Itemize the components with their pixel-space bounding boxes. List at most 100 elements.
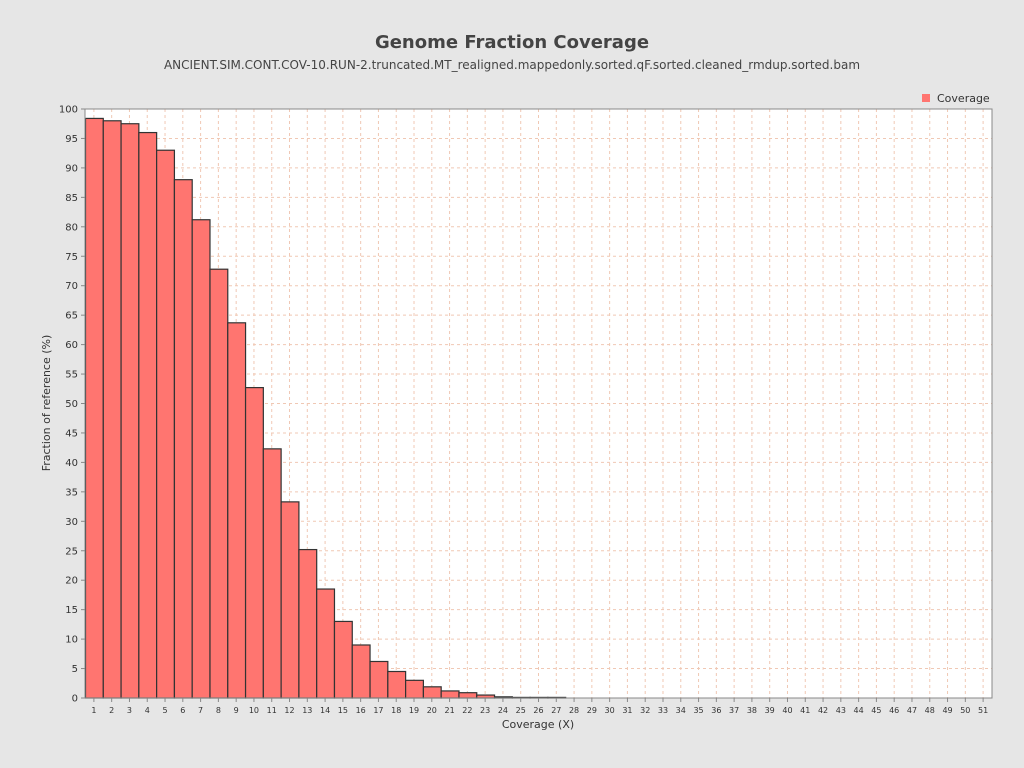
legend: Coverage <box>922 92 990 105</box>
x-tick-label: 19 <box>409 706 419 715</box>
y-tick-label: 80 <box>65 222 78 233</box>
x-tick-label: 4 <box>145 706 150 715</box>
y-tick-label: 75 <box>65 252 78 263</box>
y-tick-label: 45 <box>65 428 78 439</box>
y-tick-label: 0 <box>72 694 78 705</box>
y-tick-label: 50 <box>65 399 78 410</box>
x-tick-label: 42 <box>818 706 828 715</box>
x-tick-label: 47 <box>907 706 917 715</box>
x-tick-label: 34 <box>676 706 686 715</box>
y-tick-label: 5 <box>72 664 78 675</box>
bar-coverage-1 <box>84 117 104 699</box>
x-tick-label: 3 <box>127 706 132 715</box>
x-tick-label: 2 <box>109 706 114 715</box>
bar-coverage-4 <box>138 131 158 699</box>
bar-coverage-22 <box>458 692 478 699</box>
bar-coverage-2 <box>102 120 122 699</box>
x-tick-label: 15 <box>338 706 348 715</box>
bar-coverage-13 <box>298 548 318 699</box>
y-tick-label: 85 <box>65 193 78 204</box>
x-tick-label: 26 <box>533 706 543 715</box>
x-tick-label: 22 <box>462 706 472 715</box>
x-tick-label: 44 <box>854 706 864 715</box>
x-tick-label: 43 <box>836 706 846 715</box>
y-tick-label: 65 <box>65 311 78 322</box>
x-tick-label: 13 <box>302 706 312 715</box>
x-tick-label: 40 <box>782 706 792 715</box>
y-tick-label: 55 <box>65 370 78 381</box>
x-tick-label: 45 <box>871 706 881 715</box>
bar-coverage-3 <box>120 123 140 699</box>
bar-coverage-10 <box>244 386 264 699</box>
x-tick-label: 51 <box>978 706 988 715</box>
x-tick-label: 7 <box>198 706 203 715</box>
x-tick-label: 46 <box>889 706 899 715</box>
legend-label: Coverage <box>937 92 990 105</box>
x-tick-label: 41 <box>800 706 810 715</box>
x-tick-label: 36 <box>711 706 721 715</box>
bar-coverage-21 <box>440 690 460 699</box>
chart-subtitle: ANCIENT.SIM.CONT.COV-10.RUN-2.truncated.… <box>164 58 860 72</box>
bar-coverage-19 <box>405 679 425 699</box>
bar-coverage-15 <box>333 620 353 699</box>
x-tick-label: 21 <box>444 706 454 715</box>
x-tick-label: 17 <box>373 706 383 715</box>
x-axis-ticks: 1 2 3 4 5 6 7 8 9 10 11 12 13 14 15 16 17 18 19 20 21 22 23 24 2… <box>91 698 988 715</box>
bar-coverage-14 <box>316 588 336 699</box>
x-tick-label: 16 <box>356 706 366 715</box>
x-tick-label: 1 <box>91 706 96 715</box>
bar-coverage-7 <box>191 219 211 699</box>
bar-coverage-11 <box>262 448 282 699</box>
x-tick-label: 23 <box>480 706 490 715</box>
bar-coverage-6 <box>173 179 193 699</box>
y-tick-label: 10 <box>65 635 78 646</box>
x-tick-label: 18 <box>391 706 401 715</box>
y-tick-label: 20 <box>65 576 78 587</box>
bar-coverage-18 <box>387 670 407 699</box>
x-axis-label: Coverage (X) <box>502 718 574 731</box>
y-tick-label: 95 <box>65 134 78 145</box>
y-tick-label: 60 <box>65 340 78 351</box>
x-tick-label: 33 <box>658 706 668 715</box>
bar-coverage-17 <box>369 660 389 699</box>
x-tick-label: 38 <box>747 706 757 715</box>
x-tick-label: 28 <box>569 706 579 715</box>
y-tick-label: 30 <box>65 517 78 528</box>
x-tick-label: 39 <box>765 706 775 715</box>
x-tick-label: 50 <box>960 706 970 715</box>
bar-coverage-12 <box>280 501 300 699</box>
x-tick-label: 6 <box>180 706 185 715</box>
x-tick-label: 35 <box>693 706 703 715</box>
x-tick-label: 10 <box>249 706 259 715</box>
x-tick-label: 48 <box>925 706 935 715</box>
y-tick-label: 35 <box>65 487 78 498</box>
y-axis-ticks: 0 5 10 15 20 25 30 35 40 45 50 55 60 65 70 75 80 85 90 95 10… <box>59 105 85 705</box>
x-tick-label: 9 <box>234 706 239 715</box>
bar-coverage-5 <box>156 149 176 699</box>
x-tick-label: 32 <box>640 706 650 715</box>
legend-marker <box>922 94 930 102</box>
y-axis-label: Fraction of reference (%) <box>40 335 53 472</box>
y-tick-label: 70 <box>65 281 78 292</box>
x-tick-label: 8 <box>216 706 221 715</box>
x-tick-label: 30 <box>605 706 615 715</box>
bars <box>84 117 567 699</box>
chart-title: Genome Fraction Coverage <box>375 32 649 53</box>
bar-coverage-8 <box>209 268 229 699</box>
x-tick-label: 31 <box>622 706 632 715</box>
x-tick-label: 11 <box>267 706 277 715</box>
x-tick-label: 25 <box>516 706 526 715</box>
x-tick-label: 29 <box>587 706 597 715</box>
x-tick-label: 5 <box>162 706 167 715</box>
y-tick-label: 15 <box>65 605 78 616</box>
bar-coverage-20 <box>422 686 442 699</box>
x-tick-label: 24 <box>498 706 508 715</box>
x-tick-label: 49 <box>942 706 952 715</box>
bar-coverage-16 <box>351 644 371 699</box>
y-tick-label: 40 <box>65 458 78 469</box>
bar-coverage-9 <box>227 322 247 699</box>
x-tick-label: 14 <box>320 706 330 715</box>
x-tick-label: 27 <box>551 706 561 715</box>
